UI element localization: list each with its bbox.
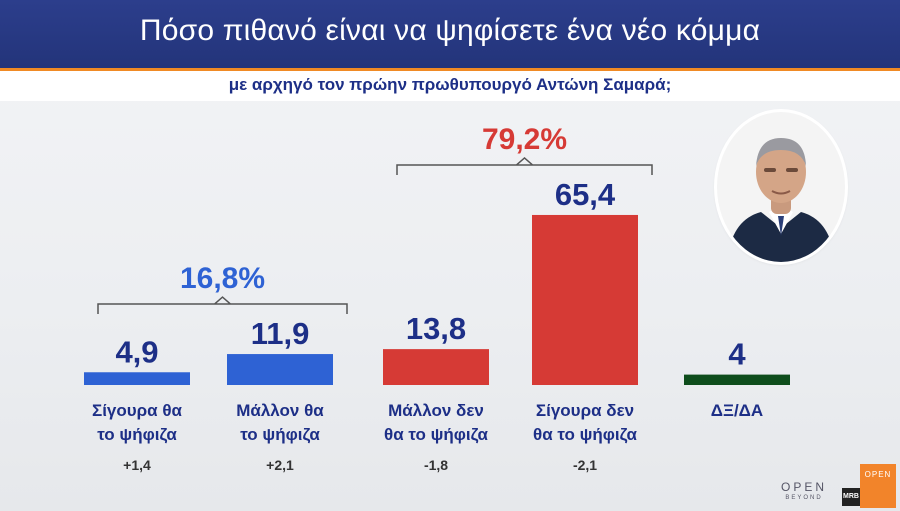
category-label: ΔΞ/ΔΑ: [711, 401, 763, 420]
bar: [532, 214, 638, 385]
change-label: -1,8: [424, 457, 448, 473]
group-bracket: [97, 296, 348, 315]
category-label: Μάλλον θα: [236, 401, 324, 420]
bar: [227, 354, 333, 385]
data-label: 4: [728, 337, 746, 372]
data-label: 4,9: [115, 334, 158, 369]
mrb-logo: MRB: [842, 488, 860, 506]
bar: [684, 374, 790, 385]
page-title: Πόσο πιθανό είναι να ψηφίσετε ένα νέο κό…: [139, 14, 761, 47]
category-label: το ψήφιζα: [97, 425, 177, 444]
category-label: το ψήφιζα: [240, 425, 320, 444]
category-label: Σίγουρα θα: [92, 401, 183, 420]
category-label: Σίγουρα δεν: [536, 401, 634, 420]
data-label: 65,4: [555, 177, 616, 212]
group-total-label: 79,2%: [482, 123, 567, 156]
data-label: 13,8: [406, 311, 466, 346]
subtitle-bar: [0, 71, 900, 101]
group-total-label: 16,8%: [180, 262, 265, 295]
change-label: -2,1: [573, 457, 597, 473]
change-label: +2,1: [266, 457, 294, 473]
open-logo: OPEN BEYOND: [780, 480, 827, 501]
channel-logo: OPEN: [860, 464, 896, 508]
bar: [84, 372, 190, 385]
header-bar: [0, 0, 900, 71]
page-subtitle: με αρχηγό τον πρώην πρωθυπουργό Αντώνη Σ…: [228, 75, 672, 94]
bar: [383, 349, 489, 385]
politician-photo: [717, 112, 845, 262]
category-label: θα το ψήφιζα: [533, 425, 638, 444]
change-label: +1,4: [123, 457, 151, 473]
group-bracket: [396, 156, 653, 175]
category-label: Μάλλον δεν: [388, 401, 484, 420]
portrait-icon: [717, 112, 845, 262]
category-label: θα το ψήφιζα: [384, 425, 489, 444]
data-label: 11,9: [251, 316, 310, 351]
